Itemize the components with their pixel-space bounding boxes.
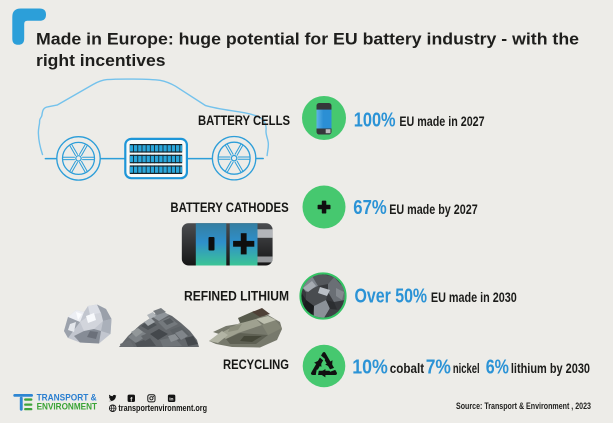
svg-text:ENVIRONMENT: ENVIRONMENT — [37, 402, 98, 412]
svg-text:RECYCLING: RECYCLING — [223, 357, 289, 373]
svg-text:6%: 6% — [486, 357, 509, 379]
svg-text:Over 50%: Over 50% — [355, 286, 428, 308]
svg-text:TRANSPORT &: TRANSPORT & — [37, 393, 97, 403]
svg-text:100%: 100% — [354, 109, 396, 131]
svg-text:EU made in 2027: EU made in 2027 — [399, 114, 484, 130]
svg-text:right incentives: right incentives — [36, 52, 166, 70]
svg-text:10%: 10% — [352, 357, 388, 379]
svg-text:BATTERY CATHODES: BATTERY CATHODES — [170, 200, 288, 216]
svg-text:7%: 7% — [426, 357, 451, 379]
svg-text:EU made by 2027: EU made by 2027 — [389, 202, 478, 218]
svg-text:Source: Transport & Environmen: Source: Transport & Environment , 2023 — [456, 401, 591, 411]
svg-text:Made in Europe: huge potential: Made in Europe: huge potential for EU ba… — [36, 30, 579, 48]
svg-text:nickel: nickel — [453, 361, 480, 377]
svg-text:cobalt: cobalt — [390, 361, 425, 377]
svg-text:EU made in 2030: EU made in 2030 — [431, 290, 517, 306]
svg-text:lithium by 2030: lithium by 2030 — [511, 361, 590, 377]
svg-text:transportenvironment.org: transportenvironment.org — [118, 403, 207, 413]
svg-text:in: in — [169, 397, 173, 403]
svg-text:REFINED LITHIUM: REFINED LITHIUM — [184, 289, 289, 305]
svg-text:67%: 67% — [353, 197, 386, 219]
svg-text:f: f — [130, 396, 133, 403]
svg-text:BATTERY CELLS: BATTERY CELLS — [198, 113, 290, 129]
